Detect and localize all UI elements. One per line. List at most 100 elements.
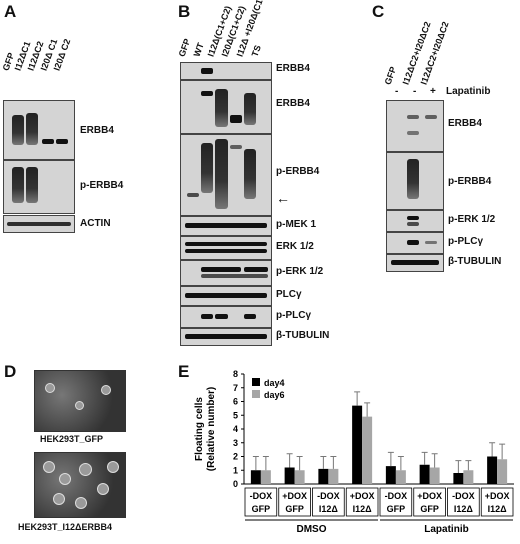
y-tick-label: 1 <box>233 465 238 475</box>
band <box>201 68 213 74</box>
bar-day6 <box>497 459 508 484</box>
category-cell: I12Δ <box>353 504 373 514</box>
band <box>407 131 419 135</box>
bar-day4 <box>419 464 430 484</box>
category-cell: GFP <box>387 504 406 514</box>
blot-label-b-1: ERBB4 <box>276 63 310 74</box>
y-tick-label: 7 <box>233 383 238 393</box>
blot-b-erbb4 <box>180 80 272 134</box>
lane-label-b-1: GFP <box>176 37 193 58</box>
band <box>7 222 71 226</box>
group-label: Lapatinib <box>424 524 468 535</box>
blot-label-c-2: p-ERBB4 <box>448 176 492 187</box>
category-treatment: +DOX <box>417 491 442 501</box>
sign-c-3: + <box>430 86 436 97</box>
panel-letter-e: E <box>178 362 190 381</box>
blot-b-perk <box>180 260 272 286</box>
blot-c-tubulin <box>386 254 444 272</box>
blot-label-b-3: p-ERBB4 <box>276 166 320 177</box>
panel-letter-d: D <box>4 362 17 381</box>
blot-c-perk <box>386 210 444 232</box>
band <box>56 139 68 144</box>
category-cell: I12Δ <box>454 504 474 514</box>
band <box>201 267 241 272</box>
cell <box>75 497 87 509</box>
y-axis-label: (Relative number) <box>206 387 217 471</box>
blot-label-b-7: PLCγ <box>276 289 302 300</box>
lane-label-b-6: TS <box>249 43 263 58</box>
band <box>215 314 228 319</box>
category-treatment: -DOX <box>317 491 340 501</box>
cell <box>97 483 109 495</box>
category-treatment: +DOX <box>282 491 307 501</box>
category-box <box>379 487 413 517</box>
bar-day6 <box>463 470 474 484</box>
cell <box>43 461 55 473</box>
y-tick-label: 8 <box>233 369 238 379</box>
panel-letter-b: B <box>178 2 191 21</box>
band <box>201 91 213 96</box>
bar-day4 <box>385 466 396 484</box>
blot-b-pmek1 <box>180 216 272 236</box>
band <box>187 193 199 197</box>
blot-a-perbb4 <box>3 160 75 214</box>
band <box>185 334 267 339</box>
cell <box>107 461 119 473</box>
band <box>26 167 38 203</box>
category-box <box>312 487 345 517</box>
blot-label-c-1: ERBB4 <box>448 118 482 129</box>
panel-letter-a: A <box>4 2 17 21</box>
cell <box>53 493 65 505</box>
y-tick-label: 4 <box>233 424 238 434</box>
band <box>201 274 268 278</box>
blot-a-erbb4 <box>3 100 75 160</box>
band <box>12 167 24 203</box>
band <box>185 223 267 228</box>
blot-b-plc <box>180 286 272 306</box>
blot-label-a-erbb4: ERBB4 <box>80 125 114 136</box>
band <box>185 293 267 298</box>
category-box <box>413 487 446 517</box>
bar-day6 <box>429 467 440 484</box>
band <box>244 314 256 319</box>
bar-day4 <box>284 467 295 484</box>
category-box <box>278 487 311 517</box>
blot-label-b-8: p-PLCγ <box>276 310 311 321</box>
blot-b-tubulin <box>180 328 272 346</box>
arrow-icon: ← <box>276 190 290 206</box>
band <box>12 115 24 145</box>
category-treatment: -DOX <box>250 491 273 501</box>
band <box>201 143 213 193</box>
legend-label-day4: day4 <box>264 378 285 388</box>
floating-cells-chart: Floating cells (Relative number) 0 1 2 3 4 5 6 7 8… <box>194 369 514 535</box>
blot-label-a-actin: ACTIN <box>80 218 111 229</box>
blot-label-b-5: ERK 1/2 <box>276 241 314 252</box>
band <box>185 249 267 253</box>
category-cell: GFP <box>285 504 304 514</box>
band <box>407 240 419 245</box>
band <box>185 242 267 246</box>
category-box <box>447 487 480 517</box>
blot-label-c-5: β-TUBULIN <box>448 256 502 267</box>
band <box>244 93 256 125</box>
band <box>244 267 268 272</box>
y-tick-label: 3 <box>233 438 238 448</box>
y-tick-label: 5 <box>233 410 238 420</box>
panel-letter-c: C <box>372 2 385 21</box>
category-cell: I12Δ <box>488 504 508 514</box>
blot-c-erbb4 <box>386 100 444 152</box>
lane-label-c-1: GFP <box>382 65 399 86</box>
blot-label-a-perbb4: p-ERBB4 <box>80 180 124 191</box>
blot-label-c-4: p-PLCγ <box>448 236 483 247</box>
band <box>425 241 437 244</box>
y-tick-label: 6 <box>233 397 238 407</box>
blot-b-pplc <box>180 306 272 328</box>
band <box>230 145 242 149</box>
category-cell: GFP <box>420 504 439 514</box>
band <box>425 115 437 119</box>
band <box>26 113 38 145</box>
band <box>391 260 439 265</box>
category-treatment: +DOX <box>350 491 375 501</box>
blot-label-b-6: p-ERK 1/2 <box>276 266 324 277</box>
blot-a-actin <box>3 215 75 233</box>
